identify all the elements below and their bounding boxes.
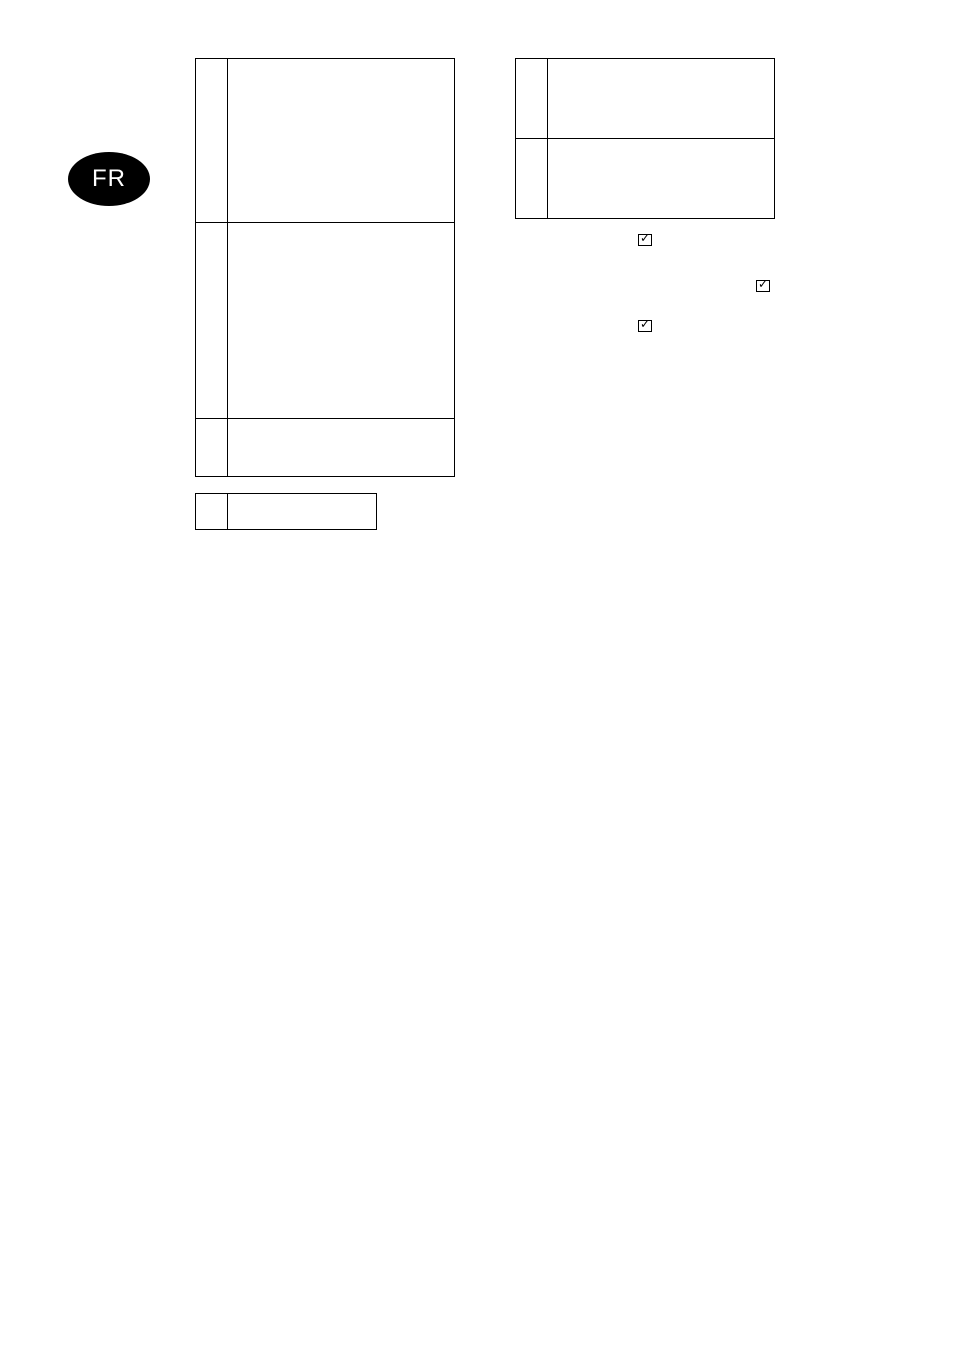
left-steps-table: [195, 58, 455, 477]
step-number-cell: [196, 494, 228, 530]
step-number-cell: [196, 419, 228, 477]
table-row: [516, 139, 775, 219]
language-badge: FR: [68, 152, 150, 206]
checkbox-icon: [638, 320, 652, 332]
table-row: [196, 494, 377, 530]
table-row: [196, 223, 455, 419]
language-badge-label: FR: [92, 165, 126, 193]
step-number-cell: [196, 223, 228, 419]
checkbox-icon: [638, 234, 652, 246]
checkbox-icon: [756, 280, 770, 292]
manual-page: FR: [0, 0, 954, 1350]
step-text-cell: [228, 419, 455, 477]
right-steps-table: [515, 58, 775, 219]
step-number-cell: [516, 139, 548, 219]
step-number-cell: [196, 59, 228, 223]
step-text-cell: [228, 59, 455, 223]
table-row: [196, 419, 455, 477]
step-text-cell: [548, 139, 775, 219]
right-column: [515, 58, 775, 335]
step-number-cell: [516, 59, 548, 139]
left-column: [195, 58, 455, 530]
step-text-cell: [548, 59, 775, 139]
right-check-line-1: [515, 233, 775, 249]
right-check-line-3: [515, 319, 775, 335]
step-text-cell: [228, 223, 455, 419]
table-row: [516, 59, 775, 139]
table-row: [196, 59, 455, 223]
step-text-cell: [228, 494, 377, 530]
left-small-table: [195, 493, 377, 530]
